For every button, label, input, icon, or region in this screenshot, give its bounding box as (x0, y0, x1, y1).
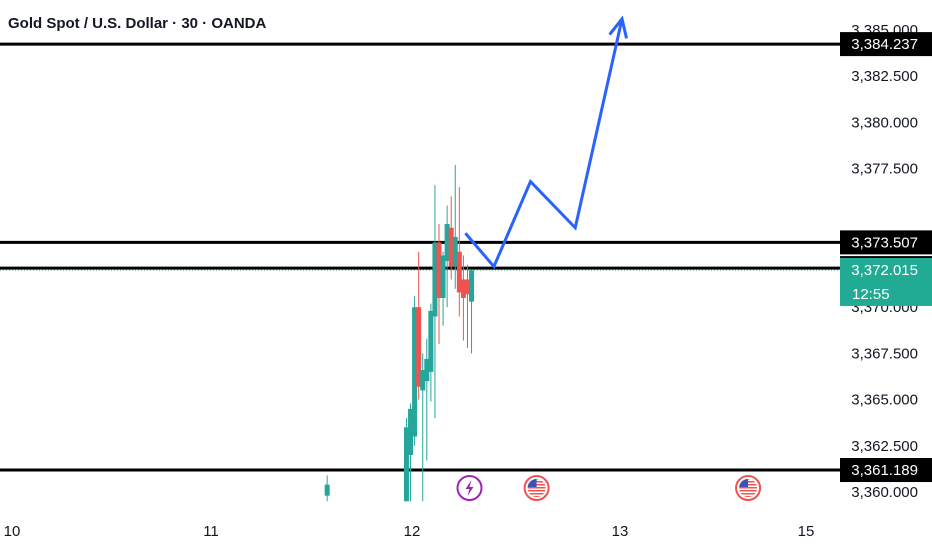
candle-body (432, 242, 438, 317)
candle-body (412, 307, 418, 437)
time-tick-label: 15 (798, 523, 815, 540)
candle-1 (403, 418, 409, 502)
candle-body (460, 279, 466, 298)
price-tick-label: 3,380.000 (851, 114, 918, 131)
candle-body (452, 236, 458, 267)
candle-7 (428, 303, 434, 402)
candle-14 (456, 187, 462, 317)
level-badge-label: 3,373.507 (851, 234, 918, 251)
time-axis[interactable]: 10 11 12 13 15 (4, 523, 815, 540)
candle-10 (440, 251, 446, 326)
price-axis[interactable]: 3,385.0003,382.5003,380.0003,377.5003,37… (840, 22, 932, 501)
projection-arrow-head (608, 15, 629, 39)
time-tick-label: 12 (404, 523, 421, 540)
candle-13 (452, 164, 458, 289)
candle-body (424, 358, 430, 382)
us-flag-icon[interactable] (735, 475, 762, 501)
lightning-icon[interactable] (456, 475, 483, 501)
candle-body (440, 255, 446, 298)
candle-6 (424, 338, 430, 461)
candlesticks (324, 164, 475, 502)
price-tick-label: 3,382.500 (851, 68, 918, 85)
candle-body (420, 370, 426, 391)
level-badge-3[interactable]: 3,361.189 (840, 458, 932, 483)
price-tick-label: 3,367.500 (851, 345, 918, 362)
event-markers (456, 475, 762, 501)
candle-0 (324, 475, 330, 502)
candle-body (469, 270, 475, 302)
price-tick-label: 3,360.000 (851, 484, 918, 501)
time-tick-label: 13 (612, 523, 629, 540)
candle-3 (412, 296, 418, 446)
time-tick-label: 10 (4, 523, 21, 540)
projection-path[interactable] (464, 15, 629, 270)
candle-body (436, 242, 442, 298)
price-tick-label: 3,362.500 (851, 438, 918, 455)
candle-8 (432, 185, 438, 419)
candle-body (324, 484, 330, 496)
projection-line[interactable] (464, 18, 624, 270)
candle-11 (444, 205, 450, 308)
candle-body (444, 224, 450, 261)
candle-15 (460, 255, 466, 341)
current-price-badge[interactable]: 3,372.015 12:55 (840, 257, 932, 306)
candle-body (408, 408, 414, 456)
price-tick-label: 3,377.500 (851, 161, 918, 178)
candle-body (448, 227, 454, 267)
countdown-label: 12:55 (852, 286, 890, 303)
chart-title: Gold Spot / U.S. Dollar · 30 · OANDA (8, 15, 267, 32)
level-badge-0[interactable]: 3,384.237 (840, 32, 932, 57)
level-badge-label: 3,361.189 (851, 462, 918, 479)
candle-body (464, 279, 470, 295)
candle-4 (416, 251, 422, 400)
candle-body (416, 307, 422, 387)
candle-5 (420, 353, 426, 502)
price-tick-label: 3,365.000 (851, 392, 918, 409)
candle-16 (464, 264, 470, 348)
candle-body (456, 251, 462, 293)
level-badge-label: 3,384.237 (851, 36, 918, 53)
candle-2 (408, 403, 414, 502)
current-price-label: 3,372.015 (851, 262, 918, 279)
candle-body (428, 310, 434, 372)
level-badge-1[interactable]: 3,373.507 (840, 230, 932, 255)
candle-12 (448, 196, 454, 280)
candle-body (403, 427, 409, 502)
horizontal-levels (0, 42, 840, 472)
candle-9 (436, 224, 442, 345)
candle-17 (469, 270, 475, 354)
time-tick-label: 11 (203, 523, 219, 540)
us-flag-icon[interactable] (523, 475, 550, 501)
